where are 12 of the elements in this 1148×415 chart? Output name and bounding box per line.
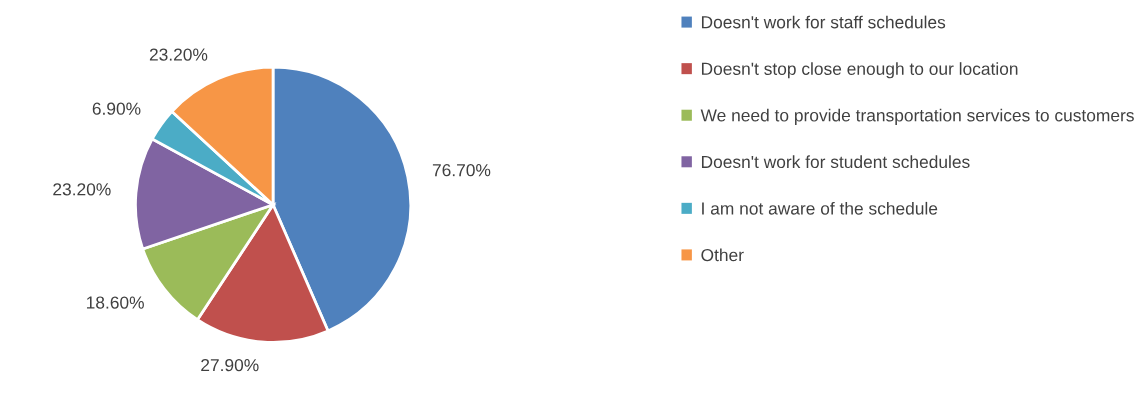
data-label: 6.90%: [92, 102, 141, 115]
data-label: 18.60%: [86, 296, 144, 309]
legend-label: Other: [701, 248, 744, 262]
legend-label: I am not aware of the schedule: [702, 201, 938, 215]
legend-label: Doesn't work for student schedules: [701, 155, 970, 169]
data-label: 76.70%: [432, 164, 491, 177]
legend-label: Doesn't work for staff schedules: [701, 15, 946, 29]
legend-label: We need to provide transportation services to customers: [700, 108, 1134, 125]
data-label: 23.20%: [53, 183, 111, 196]
data-label: 23.20%: [149, 48, 208, 61]
legend-label: Doesn't stop close enough to our location: [701, 62, 1018, 79]
data-label: 27.90%: [201, 358, 259, 372]
